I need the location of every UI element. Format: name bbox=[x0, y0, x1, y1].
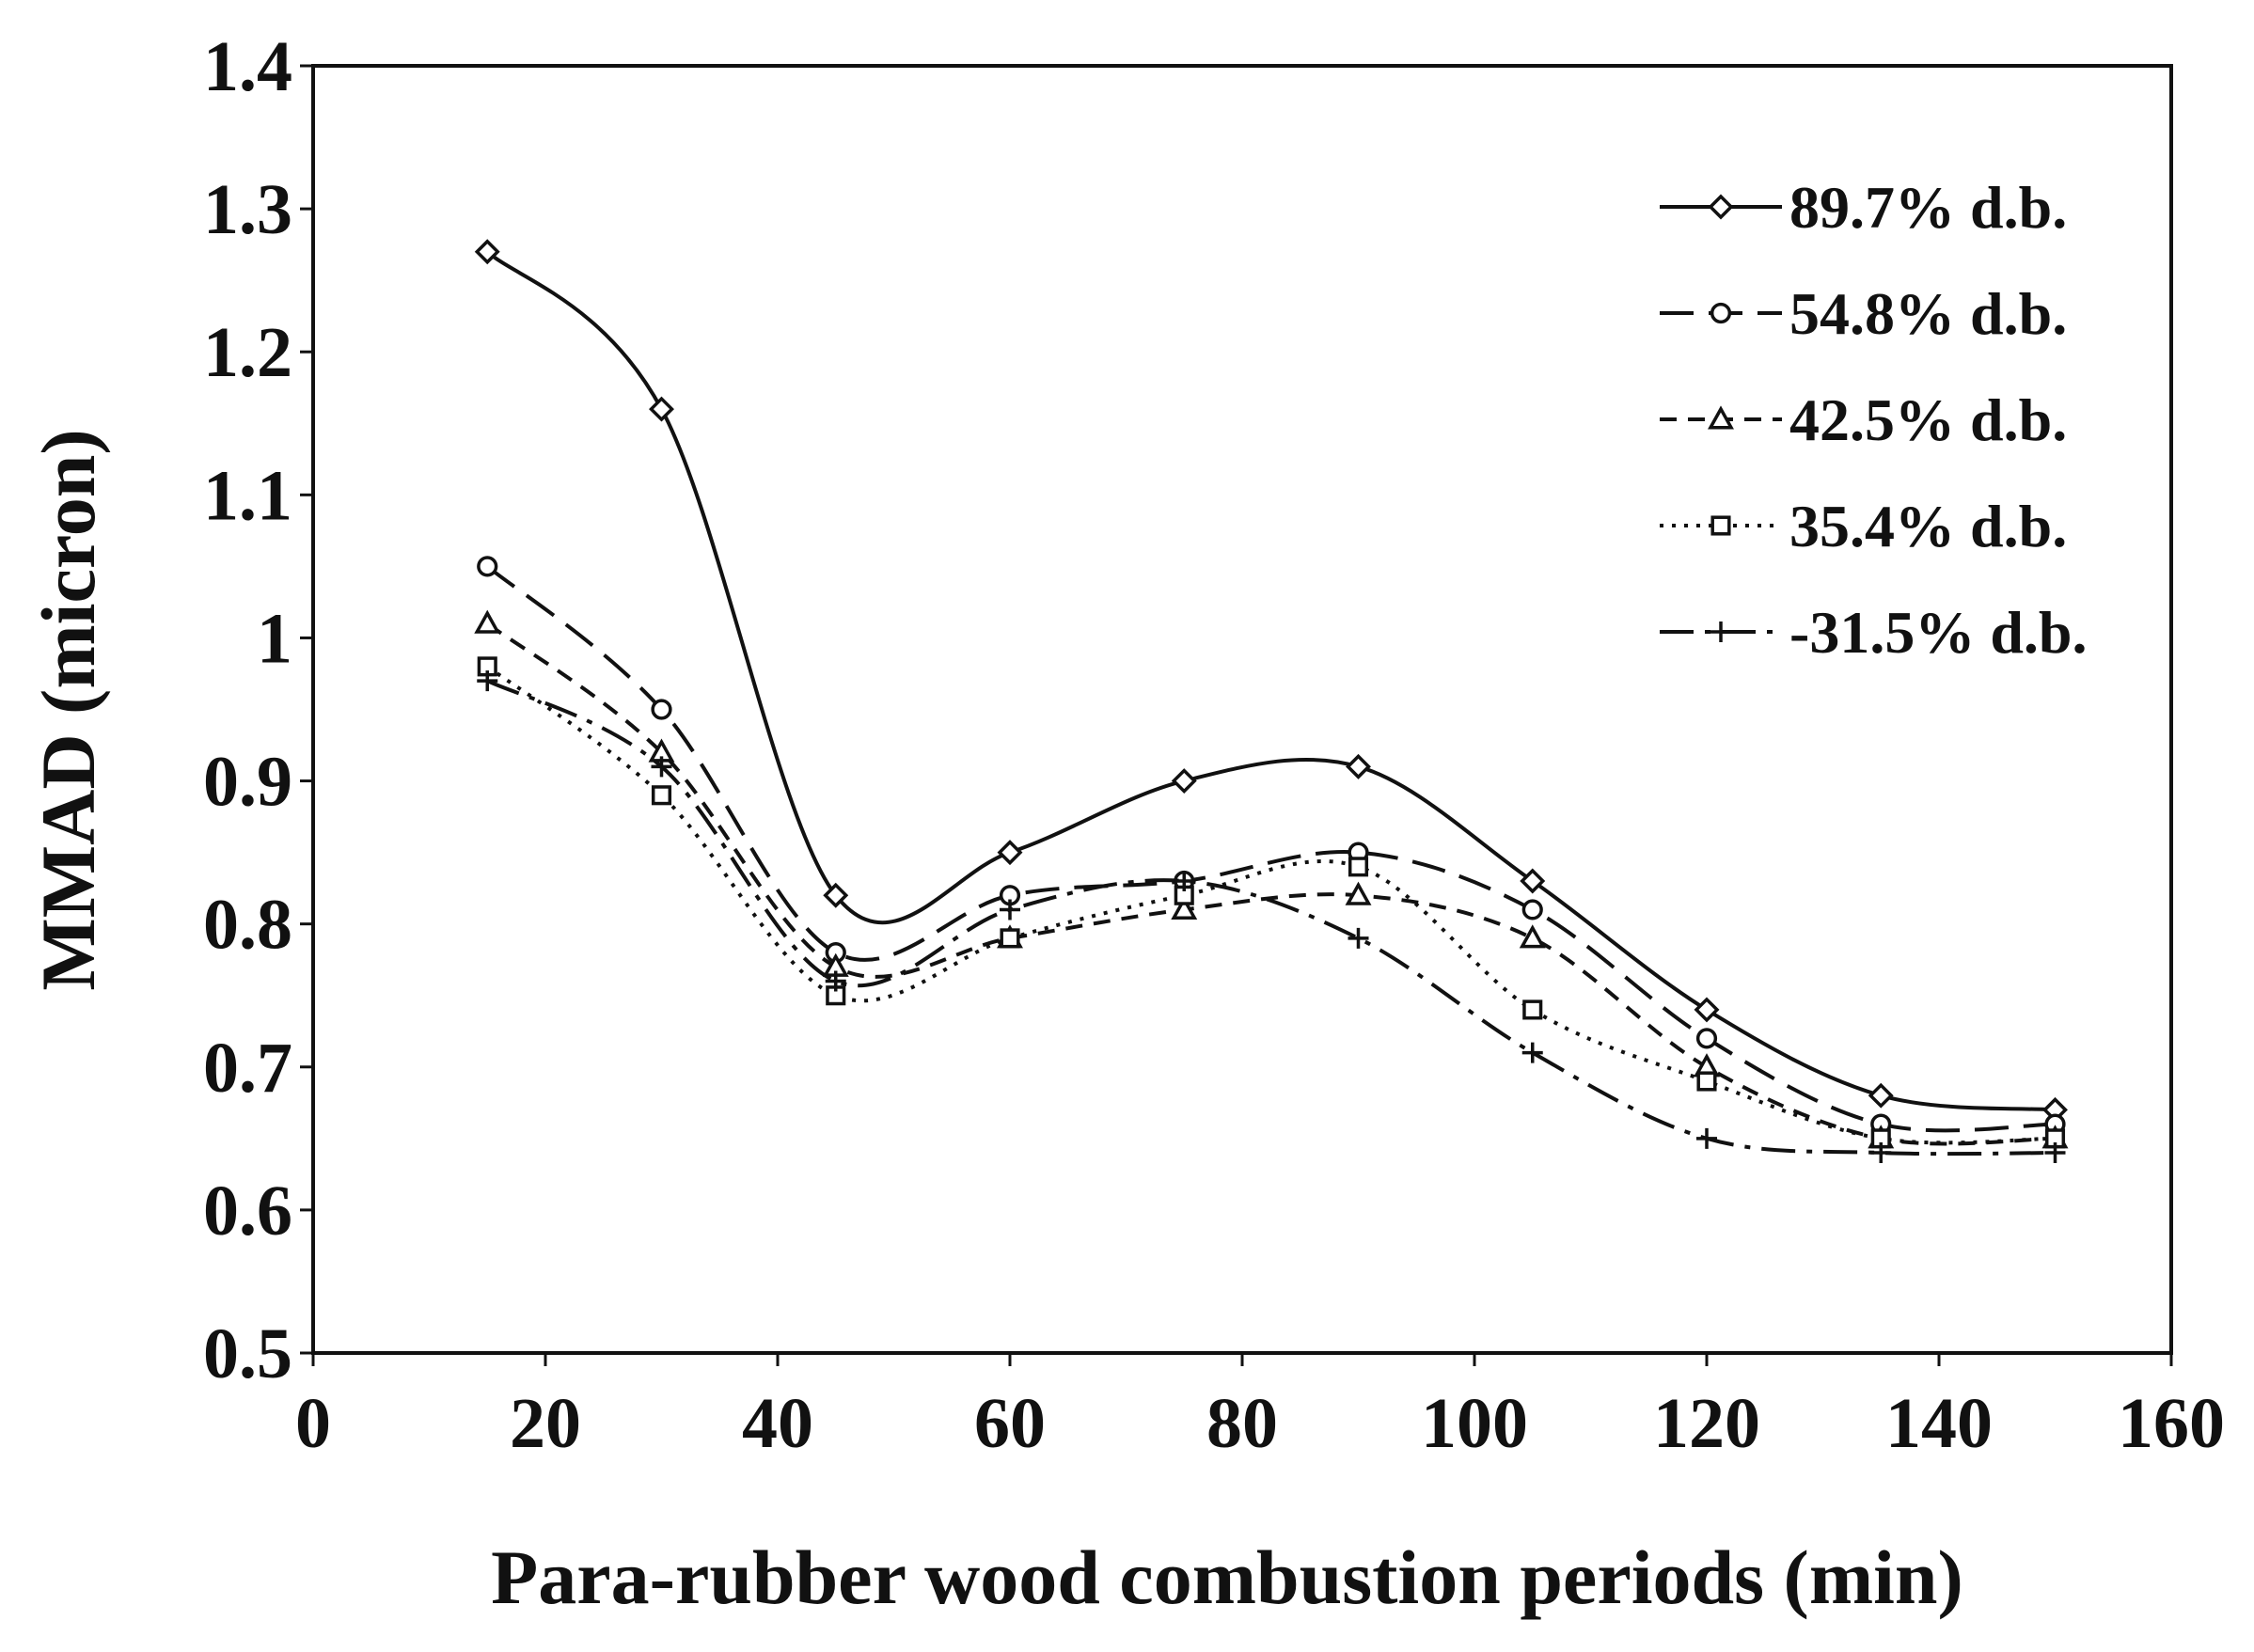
legend-entry: 35.4% d.b. bbox=[1660, 493, 2067, 559]
data-point-plus bbox=[825, 970, 846, 992]
data-point-circle bbox=[477, 556, 498, 577]
data-point-diamond bbox=[1694, 997, 1720, 1023]
y-tick-label: 1.3 bbox=[203, 170, 292, 249]
data-point-plus bbox=[1710, 621, 1731, 642]
y-tick-label: 1.2 bbox=[203, 313, 292, 392]
x-tick-label: 80 bbox=[1206, 1384, 1278, 1463]
data-point-triangle bbox=[1519, 924, 1546, 949]
y-tick-label: 0.7 bbox=[203, 1029, 292, 1108]
data-point-square bbox=[651, 785, 672, 806]
x-tick-label: 20 bbox=[510, 1384, 581, 1463]
data-point-plus bbox=[477, 670, 498, 692]
series-line bbox=[485, 250, 2056, 1112]
y-tick-label: 0.8 bbox=[203, 886, 292, 965]
data-point-diamond bbox=[1708, 194, 1734, 220]
legend: 89.7% d.b. 54.8% d.b. 42.5% d.b. 35.4% d.b.… bbox=[1660, 174, 2088, 666]
y-tick-label: 0.5 bbox=[203, 1314, 292, 1393]
y-tick-label: 1.4 bbox=[203, 27, 292, 106]
legend-label: -31.5% d.b. bbox=[1789, 599, 2088, 666]
series-5 bbox=[477, 670, 2066, 1164]
series-1 bbox=[474, 239, 2068, 1123]
y-axis-title: MMAD (micron) bbox=[25, 429, 111, 990]
data-point-circle bbox=[651, 699, 672, 720]
legend-label: 89.7% d.b. bbox=[1789, 174, 2067, 241]
data-point-square bbox=[1522, 999, 1543, 1020]
data-point-square bbox=[1696, 1071, 1717, 1092]
y-tick-label: 1 bbox=[257, 599, 292, 678]
x-axis: 0 20 40 60 80 100 120 140 160 bbox=[295, 1353, 2225, 1463]
legend-entry: -31.5% d.b. bbox=[1660, 599, 2088, 666]
series-line bbox=[485, 564, 2056, 1133]
y-tick-label: 1.1 bbox=[203, 456, 292, 535]
data-point-plus bbox=[1521, 1042, 1543, 1063]
legend-label: 54.8% d.b. bbox=[1789, 280, 2067, 347]
data-point-circle bbox=[1710, 302, 1732, 324]
data-point-plus bbox=[1348, 927, 1369, 949]
data-point-diamond bbox=[997, 840, 1023, 866]
y-tick-label: 0.9 bbox=[203, 743, 292, 822]
data-point-triangle bbox=[1708, 405, 1734, 430]
y-tick-label: 0.6 bbox=[203, 1172, 292, 1251]
y-axis: 0.5 0.6 0.7 0.8 0.9 1 1.1 1.2 1.3 1.4 bbox=[203, 27, 313, 1393]
data-point-plus bbox=[2044, 1142, 2066, 1164]
legend-label: 42.5% d.b. bbox=[1789, 386, 2067, 453]
x-axis-title: Para-rubber wood combustion periods (min… bbox=[491, 1534, 1963, 1620]
data-point-square bbox=[1348, 857, 1369, 877]
series-line bbox=[486, 621, 2056, 1146]
data-point-triangle bbox=[1171, 895, 1198, 920]
data-point-plus bbox=[1000, 899, 1020, 920]
x-tick-label: 120 bbox=[1653, 1384, 1760, 1463]
data-point-square bbox=[1710, 515, 1731, 536]
data-point-circle bbox=[1521, 899, 1543, 920]
x-tick-label: 0 bbox=[295, 1384, 331, 1463]
data-point-plus bbox=[1174, 871, 1195, 892]
x-tick-label: 140 bbox=[1885, 1384, 1993, 1463]
data-point-diamond bbox=[474, 239, 500, 265]
data-point-diamond bbox=[1346, 753, 1371, 779]
data-point-diamond bbox=[823, 882, 849, 908]
series-layer bbox=[474, 239, 2069, 1164]
data-point-plus bbox=[1870, 1142, 1892, 1164]
series-line bbox=[486, 679, 2056, 1156]
data-point-plus bbox=[1696, 1127, 1717, 1149]
x-tick-label: 40 bbox=[742, 1384, 813, 1463]
x-tick-label: 160 bbox=[2118, 1384, 2225, 1463]
series-4 bbox=[477, 656, 2066, 1149]
data-point-plus bbox=[651, 756, 672, 778]
x-tick-label: 100 bbox=[1421, 1384, 1528, 1463]
plot-area bbox=[311, 64, 2173, 1355]
data-point-diamond bbox=[1868, 1082, 1894, 1109]
legend-label: 35.4% d.b. bbox=[1789, 493, 2067, 559]
data-point-triangle bbox=[474, 609, 501, 634]
data-point-diamond bbox=[1171, 768, 1197, 795]
x-tick-label: 60 bbox=[974, 1384, 1046, 1463]
legend-entry: 42.5% d.b. bbox=[1660, 386, 2067, 453]
data-point-diamond bbox=[1520, 868, 1546, 894]
data-point-square bbox=[1000, 928, 1020, 949]
data-point-circle bbox=[1695, 1028, 1718, 1049]
legend-entry: 54.8% d.b. bbox=[1660, 280, 2067, 347]
data-point-triangle bbox=[1345, 881, 1372, 905]
legend-entry: 89.7% d.b. bbox=[1660, 174, 2067, 241]
data-point-diamond bbox=[649, 396, 674, 422]
